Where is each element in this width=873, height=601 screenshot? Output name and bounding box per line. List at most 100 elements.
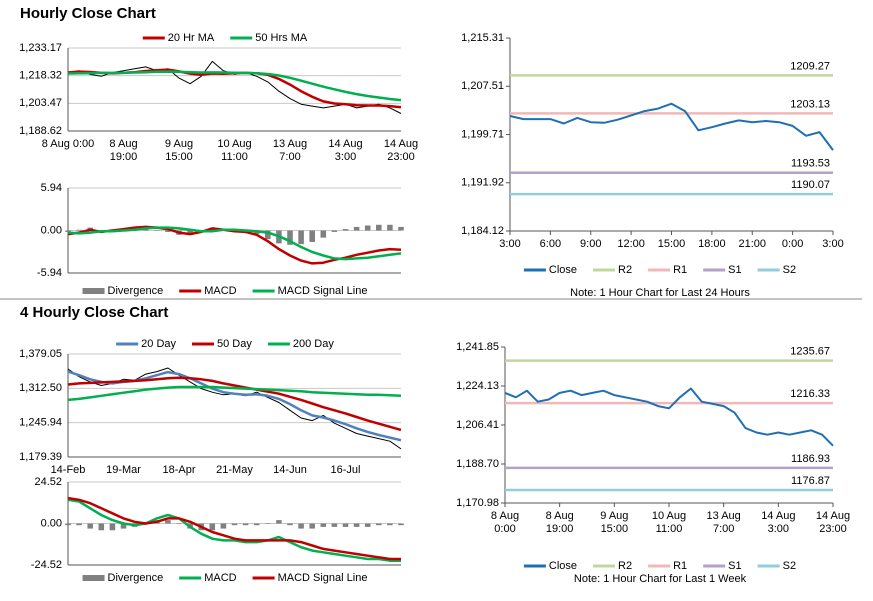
y-tick-label: 5.94 xyxy=(41,182,62,194)
legend-label: S1 xyxy=(728,264,741,276)
section-title: 4 Hourly Close Chart xyxy=(20,304,168,321)
x-tick-label: 18-Apr xyxy=(162,464,195,476)
y-tick-label: 1,207.51 xyxy=(461,80,504,92)
x-tick-label: 3:00 xyxy=(499,238,520,250)
y-tick-label: 1,170.98 xyxy=(456,497,499,509)
divergence-bar xyxy=(398,523,404,526)
pivot-label: 1193.53 xyxy=(791,158,830,170)
divergence-bar xyxy=(242,523,249,526)
divergence-bar xyxy=(353,523,360,527)
legend-label: 50 Day xyxy=(217,338,252,350)
chart-note: Note: 1 Hour Chart for Last 24 Hours xyxy=(570,287,750,299)
series-line xyxy=(67,376,402,432)
y-tick-label: 1,241.85 xyxy=(456,341,499,353)
x-tick-label: 6:00 xyxy=(540,238,561,250)
x-tick-label: 9 Aug 15:00 xyxy=(600,510,628,535)
y-tick-label: 0.00 xyxy=(41,517,62,529)
x-tick-label: 10 Aug 11:00 xyxy=(217,138,251,163)
x-tick-label: 14-Jun xyxy=(273,464,307,476)
series-line xyxy=(67,498,401,562)
pivot-label: 1235.67 xyxy=(790,346,830,358)
y-tick-label: 1,188.62 xyxy=(19,125,62,137)
y-tick-label: 1,224.13 xyxy=(456,380,499,392)
pivot-label: 1190.07 xyxy=(791,179,830,191)
series-line xyxy=(509,102,834,151)
divergence-bar xyxy=(287,230,293,245)
legend-label: 200 Day xyxy=(293,338,334,350)
divergence-bar xyxy=(165,230,171,232)
legend-label: Close xyxy=(549,264,577,276)
divergence-bar xyxy=(387,224,393,231)
legend-label: MACD Signal Line xyxy=(278,572,368,584)
y-tick-label: 1,179.39 xyxy=(19,451,62,463)
divergence-bar xyxy=(320,523,327,527)
legend-label: 20 Day xyxy=(141,338,176,350)
pivot-label: 1186.93 xyxy=(791,453,830,465)
divergence-bar xyxy=(65,523,71,526)
series-line xyxy=(67,367,402,450)
divergence-bar xyxy=(265,230,271,240)
series-line xyxy=(67,496,401,561)
divergence-bar xyxy=(165,520,171,524)
section-title: Hourly Close Chart xyxy=(20,5,156,22)
y-tick-label: 1,218.32 xyxy=(19,70,62,82)
divergence-bar xyxy=(154,230,160,231)
legend: Close R2 R1 S1 S2 xyxy=(523,560,796,572)
divergence-bar xyxy=(220,523,227,529)
y-tick-label: 1,203.47 xyxy=(19,97,62,109)
x-tick-label: 9 Aug 15:00 xyxy=(165,138,193,163)
legend: Divergence MACD MACD Signal Line xyxy=(82,572,368,584)
x-tick-label: 21:00 xyxy=(738,238,766,250)
legend-label: Divergence xyxy=(108,572,164,584)
legend-label: R1 xyxy=(673,264,687,276)
x-tick-label: 3:00 xyxy=(822,238,843,250)
legend-label: S1 xyxy=(728,560,741,572)
legend-label: Divergence xyxy=(108,285,164,297)
y-tick-label: 1,245.94 xyxy=(19,417,62,429)
divergence-bar xyxy=(76,523,82,526)
legend-label: S2 xyxy=(783,264,796,276)
series-line xyxy=(67,226,402,261)
divergence-bar xyxy=(98,523,105,531)
series-line xyxy=(67,385,402,402)
pivot-label: 1209.27 xyxy=(790,60,830,72)
divergence-bar xyxy=(287,523,293,526)
legend-label: 20 Hr MA xyxy=(168,32,215,44)
legend-label: Close xyxy=(549,560,577,572)
divergence-bar xyxy=(342,523,349,527)
series-line xyxy=(67,225,402,265)
y-tick-label: 1,188.70 xyxy=(456,458,499,470)
x-tick-label: 8 Aug 19:00 xyxy=(546,510,574,535)
divergence-bar xyxy=(253,523,260,526)
divergence-bar xyxy=(309,523,315,529)
x-tick-label: 14 Aug 3:00 xyxy=(761,510,795,535)
legend-swatch xyxy=(82,288,105,294)
x-tick-label: 19-Mar xyxy=(106,464,141,476)
series-line xyxy=(67,70,402,102)
legend-label: R1 xyxy=(673,560,687,572)
y-tick-label: 1,199.71 xyxy=(461,128,504,140)
x-tick-label: 13 Aug 7:00 xyxy=(707,510,741,535)
x-tick-label: 9:00 xyxy=(580,238,601,250)
chart-note: Note: 1 Hour Chart for Last 1 Week xyxy=(574,573,747,585)
x-tick-label: 10 Aug 11:00 xyxy=(652,510,686,535)
divergence-bar xyxy=(65,230,71,232)
divergence-bar xyxy=(298,523,304,529)
divergence-bar xyxy=(187,230,193,235)
x-tick-label: 13 Aug 7:00 xyxy=(273,138,307,163)
divergence-bar xyxy=(209,523,216,531)
divergence-bar xyxy=(120,523,127,529)
divergence-bar xyxy=(364,523,371,527)
pivot-label: 1203.13 xyxy=(790,98,830,110)
legend: 20 Day 50 Day 200 Day xyxy=(116,338,334,350)
legend-label: R2 xyxy=(618,264,632,276)
x-tick-label: 15:00 xyxy=(658,238,686,250)
y-tick-label: 1,312.50 xyxy=(19,382,62,394)
x-tick-label: 8 Aug 0:00 xyxy=(42,138,95,150)
divergence-bar xyxy=(298,230,304,245)
divergence-bar xyxy=(320,230,327,238)
x-tick-label: 8 Aug 0:00 xyxy=(491,510,519,535)
divergence-bar xyxy=(76,229,82,231)
y-tick-label: 1,206.41 xyxy=(456,419,499,431)
